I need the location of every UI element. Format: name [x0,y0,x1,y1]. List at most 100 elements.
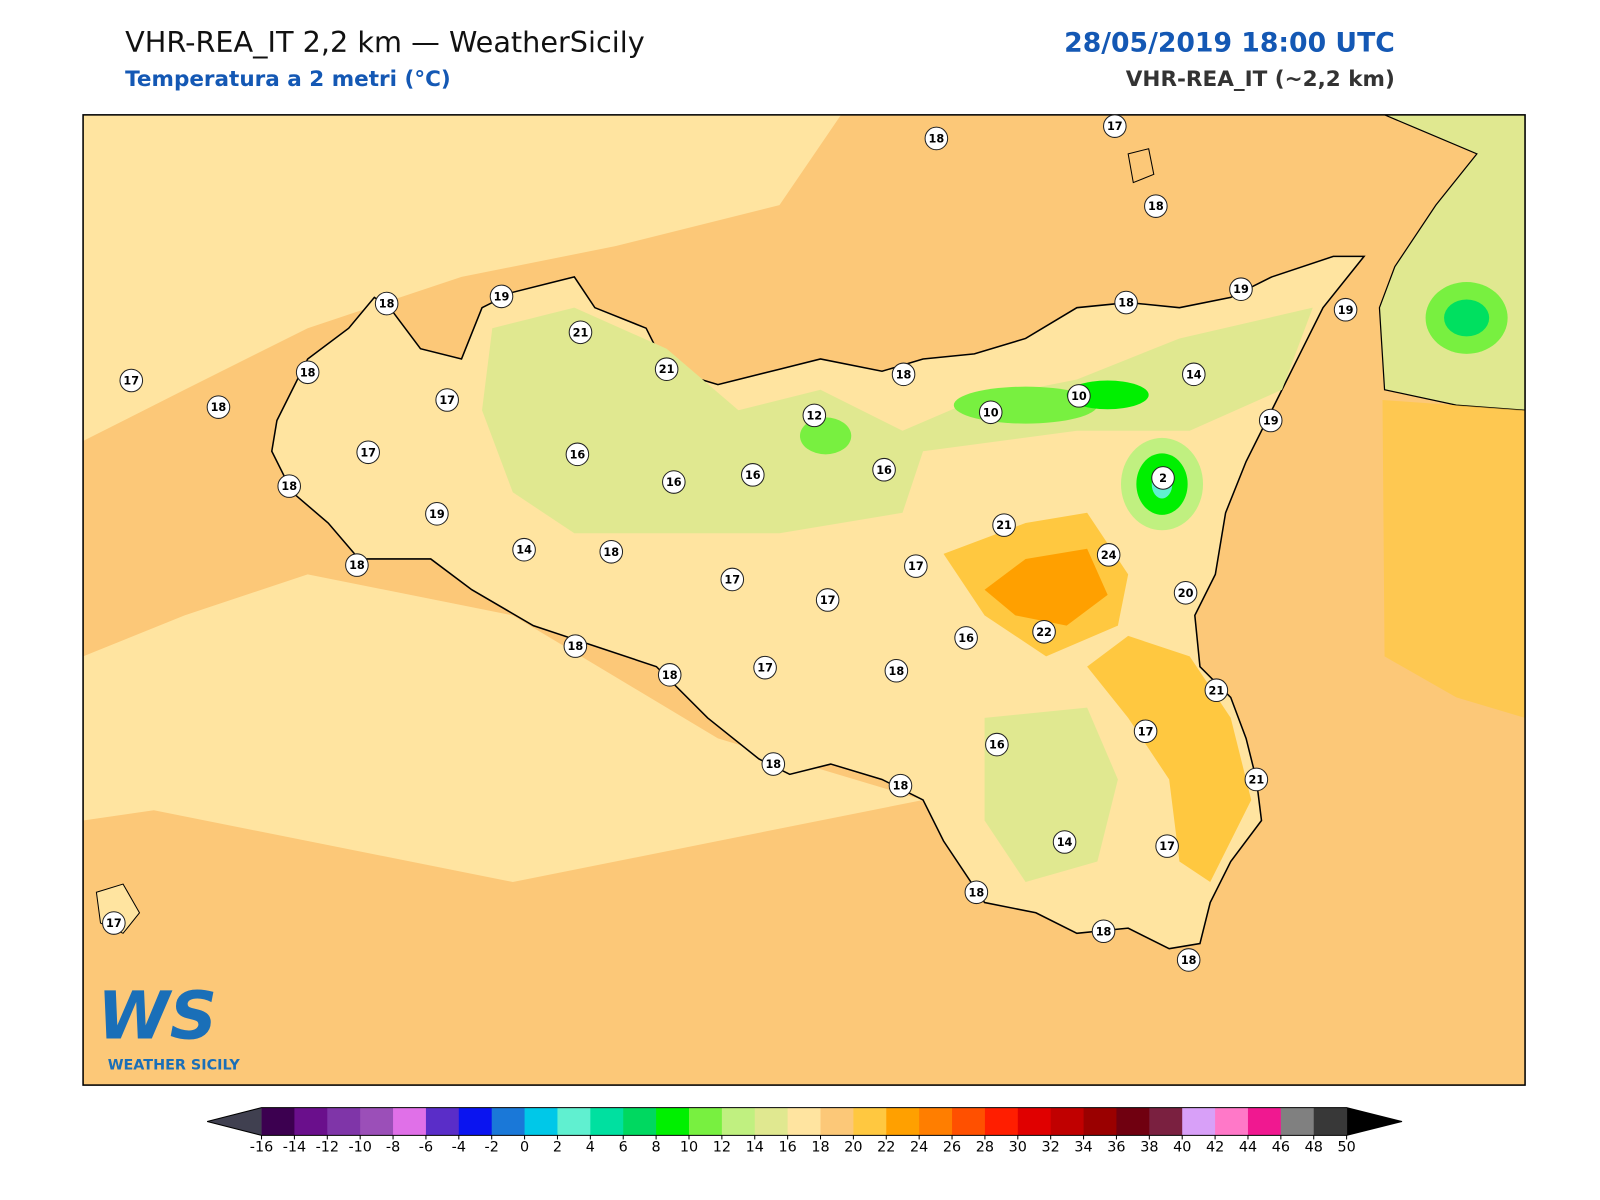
station-value: 16 [989,739,1005,752]
station-value: 18 [893,780,909,793]
colorbar-tick-label: -2 [485,1140,499,1156]
colorbar-tick-label: 20 [844,1140,862,1156]
colorbar-tick-label: 30 [1009,1140,1027,1156]
station-value: 21 [996,519,1012,532]
station-value: 19 [1338,304,1354,317]
station-marker [891,362,916,387]
station-value: 18 [1148,200,1164,213]
color-bin [1215,1107,1249,1136]
colorbar-tick-label: 16 [778,1140,796,1156]
station-marker [345,553,369,577]
station-value: 17 [123,375,139,388]
station-value: 16 [745,469,761,482]
color-bin [886,1107,920,1136]
station-marker [512,537,536,562]
colorbar-tick-label: -6 [419,1140,433,1156]
field [984,707,1118,883]
station-marker [295,360,320,385]
station-marker [565,442,590,467]
station-marker [119,368,144,393]
colorbar-tick-label: 32 [1042,1140,1060,1156]
color-bin [820,1107,854,1136]
colorbar-tick-label: 24 [910,1140,928,1156]
colorbar-tick-label: -12 [316,1140,339,1156]
station-value: 18 [281,480,297,493]
station-marker [1155,834,1179,858]
station-value: 21 [659,363,675,376]
station-marker [924,126,949,151]
colorbar: -16 -14 -12 -10 -8 -6 -4 -2 0 2 4 6 8 10 12 14 16 18 20 22 2… [207,1107,1403,1156]
station-marker [662,470,686,494]
logo: WS [97,979,217,1055]
color-bin [721,1107,756,1136]
field [984,548,1108,626]
color-bin [853,1107,887,1136]
colorbar-tick-label: 4 [586,1140,595,1156]
station-value: 18 [1181,954,1197,967]
station-value: 16 [666,476,682,489]
station-value: 17 [1138,725,1154,738]
colorbar-tick-label: -16 [250,1140,273,1156]
station-value: 17 [439,394,455,407]
station-marker [1052,830,1077,854]
colorbar-tick-label: 18 [811,1140,829,1156]
color-bin [1149,1107,1183,1136]
station-value: 10 [983,406,999,419]
color-bin [524,1107,558,1136]
colorbar-tick-label: 46 [1272,1140,1290,1156]
station-marker [1103,114,1127,138]
color-bin [458,1107,493,1136]
color-bin [754,1107,789,1136]
colorbar-tick-label: -10 [348,1140,371,1156]
map-frame [82,114,1526,1086]
station-value: 17 [1159,840,1175,853]
station-marker [954,626,978,650]
color-bin [491,1107,526,1136]
station-marker [1258,408,1283,433]
station-marker [753,655,777,680]
station-marker [277,474,302,498]
station-marker [761,752,786,776]
station-value: 16 [876,464,892,477]
color-bin [590,1107,624,1136]
station-marker [720,567,745,592]
station-marker [815,588,840,612]
station-marker [206,395,231,419]
station-value: 12 [806,409,822,422]
station-marker [1173,581,1198,605]
title: VHR-REA_IT 2,2 km — WeatherSicily [125,25,645,59]
station-value: 17 [1107,120,1123,133]
station-value: 14 [1057,836,1073,849]
station-marker [964,880,989,905]
station-value: 18 [765,758,781,771]
station-marker [1091,919,1116,944]
canvas: VHR-REA_IT 2,2 km — WeatherSicily Temper… [82,25,1526,1156]
station-value: 18 [929,132,945,145]
station-value: 18 [211,401,227,414]
color-bin [1280,1107,1315,1136]
station-marker [599,539,624,564]
station-value: 14 [516,544,532,557]
station-marker [1133,719,1158,744]
station-value: 19 [429,508,445,521]
colorbar-tick-label: 36 [1107,1140,1125,1156]
color-bin [919,1107,953,1136]
station-marker [657,663,682,687]
model-label: VHR-REA_IT (~2,2 km) [1126,67,1395,92]
colorbar-tick-label: 8 [652,1140,661,1156]
station-value: 21 [1209,684,1225,697]
station-value: 14 [1186,368,1202,381]
station-value: 19 [494,290,510,303]
field [83,114,841,442]
color-bin [952,1107,986,1136]
station-marker [1144,194,1168,218]
station-marker [1032,619,1056,644]
station-marker [1176,948,1201,972]
station-marker [1151,466,1175,490]
station-value: 18 [969,886,985,899]
subtitle: Temperatura a 2 metri (°C) [125,67,451,92]
station-value: 17 [106,917,122,930]
field [482,307,1313,534]
station-value: 18 [379,298,395,311]
